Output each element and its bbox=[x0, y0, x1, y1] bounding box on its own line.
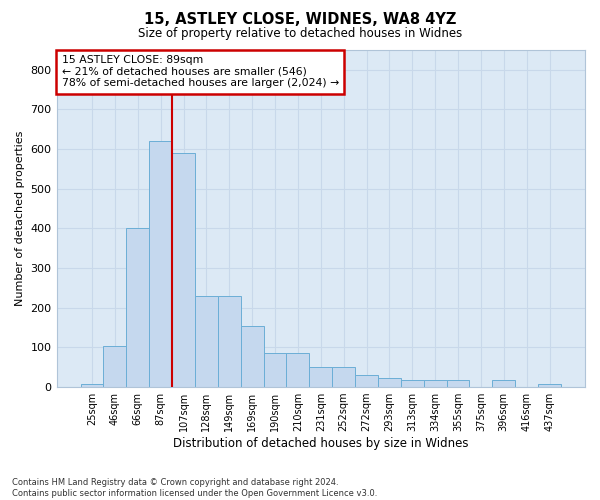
Bar bbox=[424, 380, 446, 387]
Text: Size of property relative to detached houses in Widnes: Size of property relative to detached ho… bbox=[138, 28, 462, 40]
Bar bbox=[172, 153, 195, 387]
Bar bbox=[446, 380, 469, 387]
Text: Contains HM Land Registry data © Crown copyright and database right 2024.
Contai: Contains HM Land Registry data © Crown c… bbox=[12, 478, 377, 498]
Bar bbox=[241, 326, 263, 387]
Bar bbox=[127, 228, 149, 387]
Bar bbox=[332, 368, 355, 387]
Bar bbox=[401, 380, 424, 387]
Text: 15, ASTLEY CLOSE, WIDNES, WA8 4YZ: 15, ASTLEY CLOSE, WIDNES, WA8 4YZ bbox=[144, 12, 456, 28]
Bar bbox=[378, 378, 401, 387]
Bar bbox=[355, 375, 378, 387]
Bar bbox=[80, 384, 103, 387]
Bar bbox=[286, 354, 310, 387]
Bar bbox=[195, 296, 218, 387]
X-axis label: Distribution of detached houses by size in Widnes: Distribution of detached houses by size … bbox=[173, 437, 469, 450]
Text: 15 ASTLEY CLOSE: 89sqm
← 21% of detached houses are smaller (546)
78% of semi-de: 15 ASTLEY CLOSE: 89sqm ← 21% of detached… bbox=[62, 55, 339, 88]
Bar bbox=[263, 354, 286, 387]
Bar bbox=[218, 296, 241, 387]
Bar bbox=[310, 368, 332, 387]
Bar bbox=[103, 346, 127, 387]
Bar bbox=[538, 384, 561, 387]
Y-axis label: Number of detached properties: Number of detached properties bbox=[15, 131, 25, 306]
Bar bbox=[149, 141, 172, 387]
Bar bbox=[493, 380, 515, 387]
